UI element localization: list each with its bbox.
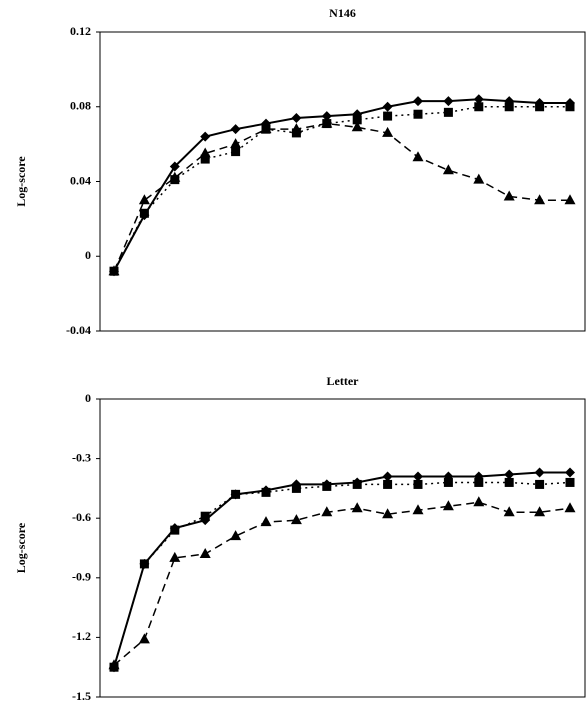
y-tick-label: -0.6 bbox=[72, 510, 91, 524]
marker-square bbox=[261, 487, 271, 497]
marker-square bbox=[535, 479, 545, 489]
marker-diamond bbox=[382, 101, 393, 112]
marker-square bbox=[443, 107, 453, 117]
marker-square bbox=[474, 102, 484, 112]
plot-frame bbox=[99, 398, 586, 698]
marker-square bbox=[352, 479, 362, 489]
marker-triangle bbox=[351, 121, 363, 132]
marker-diamond bbox=[504, 469, 515, 480]
marker-diamond bbox=[413, 96, 423, 107]
y-axis-label: Log-score bbox=[14, 522, 28, 573]
marker-diamond bbox=[291, 112, 302, 123]
marker-square bbox=[565, 477, 575, 487]
marker-triangle bbox=[138, 633, 150, 644]
y-tick-label: -0.3 bbox=[72, 450, 91, 464]
chart-title: Letter bbox=[327, 374, 360, 388]
marker-triangle bbox=[260, 516, 272, 527]
marker-diamond bbox=[169, 161, 180, 172]
y-tick-label: 0.04 bbox=[70, 173, 91, 187]
marker-triangle bbox=[503, 506, 515, 517]
y-tick-label: -0.9 bbox=[72, 570, 91, 584]
marker-diamond bbox=[200, 131, 211, 142]
marker-square bbox=[170, 525, 180, 535]
marker-triangle bbox=[382, 508, 394, 519]
marker-triangle bbox=[108, 265, 120, 276]
marker-diamond bbox=[230, 124, 241, 135]
marker-triangle bbox=[473, 496, 485, 507]
series-line bbox=[113, 106, 570, 272]
y-tick-label: 0 bbox=[85, 391, 91, 405]
marker-triangle bbox=[382, 126, 394, 137]
series-line bbox=[113, 481, 571, 668]
marker-triangle bbox=[199, 547, 211, 558]
y-tick-label: -1.5 bbox=[72, 689, 91, 702]
y-axis-label: Log-score bbox=[14, 156, 28, 207]
marker-square bbox=[504, 102, 514, 112]
marker-triangle bbox=[442, 500, 454, 511]
marker-triangle bbox=[199, 147, 211, 158]
marker-triangle bbox=[169, 551, 181, 562]
marker-square bbox=[291, 483, 301, 493]
marker-square bbox=[413, 109, 423, 119]
marker-square bbox=[383, 111, 393, 121]
marker-square bbox=[535, 102, 545, 112]
marker-square bbox=[200, 154, 210, 164]
marker-triangle bbox=[260, 123, 272, 134]
marker-square bbox=[383, 479, 393, 489]
marker-triangle bbox=[138, 194, 150, 205]
marker-square bbox=[504, 477, 514, 487]
marker-triangle bbox=[230, 138, 242, 149]
marker-square bbox=[139, 559, 149, 569]
chart-title: N146 bbox=[329, 6, 356, 20]
marker-diamond bbox=[443, 96, 454, 107]
series-line bbox=[113, 471, 570, 668]
series-line bbox=[113, 501, 571, 666]
marker-diamond bbox=[321, 111, 332, 122]
marker-square bbox=[443, 477, 453, 487]
marker-triangle bbox=[564, 502, 576, 513]
marker-square bbox=[200, 511, 210, 521]
marker-triangle bbox=[321, 506, 333, 517]
marker-square bbox=[565, 102, 575, 112]
marker-diamond bbox=[473, 94, 484, 105]
marker-square bbox=[139, 208, 149, 218]
marker-triangle bbox=[321, 117, 333, 128]
marker-triangle bbox=[534, 506, 546, 517]
marker-triangle bbox=[108, 659, 120, 670]
marker-square bbox=[231, 489, 241, 499]
marker-triangle bbox=[290, 123, 302, 134]
y-tick-label: -1.2 bbox=[72, 629, 91, 643]
series-line bbox=[113, 98, 570, 272]
marker-triangle bbox=[503, 190, 515, 201]
marker-square bbox=[352, 115, 362, 125]
marker-triangle bbox=[534, 194, 546, 205]
y-tick-label: 0.08 bbox=[70, 99, 91, 113]
marker-triangle bbox=[169, 171, 181, 182]
marker-diamond bbox=[534, 467, 545, 478]
marker-triangle bbox=[412, 151, 424, 162]
y-tick-label: -0.04 bbox=[66, 323, 91, 337]
marker-square bbox=[322, 481, 332, 491]
marker-triangle bbox=[564, 194, 576, 205]
marker-diamond bbox=[413, 471, 423, 482]
marker-square bbox=[413, 479, 423, 489]
marker-triangle bbox=[473, 173, 485, 184]
marker-square bbox=[231, 147, 241, 157]
marker-triangle bbox=[290, 514, 302, 525]
marker-triangle bbox=[442, 164, 454, 175]
marker-diamond bbox=[565, 467, 575, 478]
y-tick-label: 0.12 bbox=[70, 24, 91, 38]
series-line bbox=[113, 122, 570, 272]
marker-triangle bbox=[230, 530, 242, 541]
marker-square bbox=[474, 477, 484, 487]
marker-triangle bbox=[351, 502, 363, 513]
marker-diamond bbox=[382, 471, 393, 482]
y-tick-label: 0 bbox=[85, 248, 91, 262]
marker-triangle bbox=[412, 504, 424, 515]
